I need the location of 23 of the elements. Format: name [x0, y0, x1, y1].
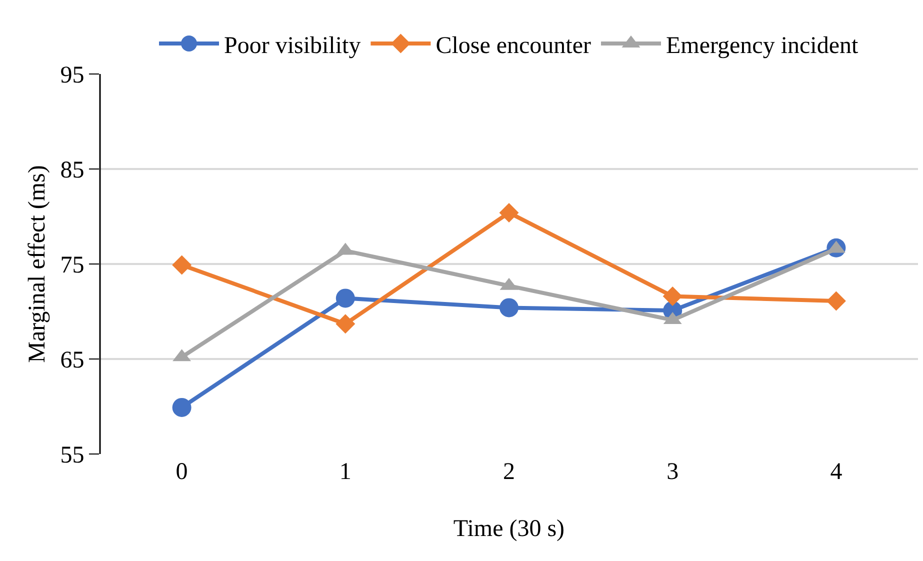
- y-tick-label: 75: [60, 252, 84, 278]
- point: [500, 298, 518, 318]
- legend-label: Emergency incident: [666, 32, 858, 59]
- y-axis-title: Marginal effect (ms): [24, 165, 50, 363]
- x-axis-title: Time (30 s): [453, 516, 565, 542]
- x-tick-label: 1: [339, 459, 352, 485]
- y-tick-label: 55: [60, 442, 84, 468]
- point: [826, 291, 846, 311]
- x-tick-label: 4: [830, 459, 842, 485]
- x-tick-label: 0: [176, 459, 188, 485]
- point: [662, 286, 682, 306]
- point: [336, 288, 355, 308]
- legend-label: Poor visibility: [224, 32, 361, 59]
- point: [172, 255, 192, 275]
- point: [499, 202, 519, 222]
- x-tick-label: 2: [503, 459, 515, 485]
- y-tick-label: 65: [60, 347, 84, 374]
- y-tick-label: 85: [60, 157, 84, 184]
- point: [172, 398, 192, 417]
- legend-label: Close encounter: [436, 32, 591, 59]
- y-tick-label: 95: [60, 62, 84, 88]
- x-tick-label: 3: [666, 459, 679, 485]
- point: [336, 314, 356, 334]
